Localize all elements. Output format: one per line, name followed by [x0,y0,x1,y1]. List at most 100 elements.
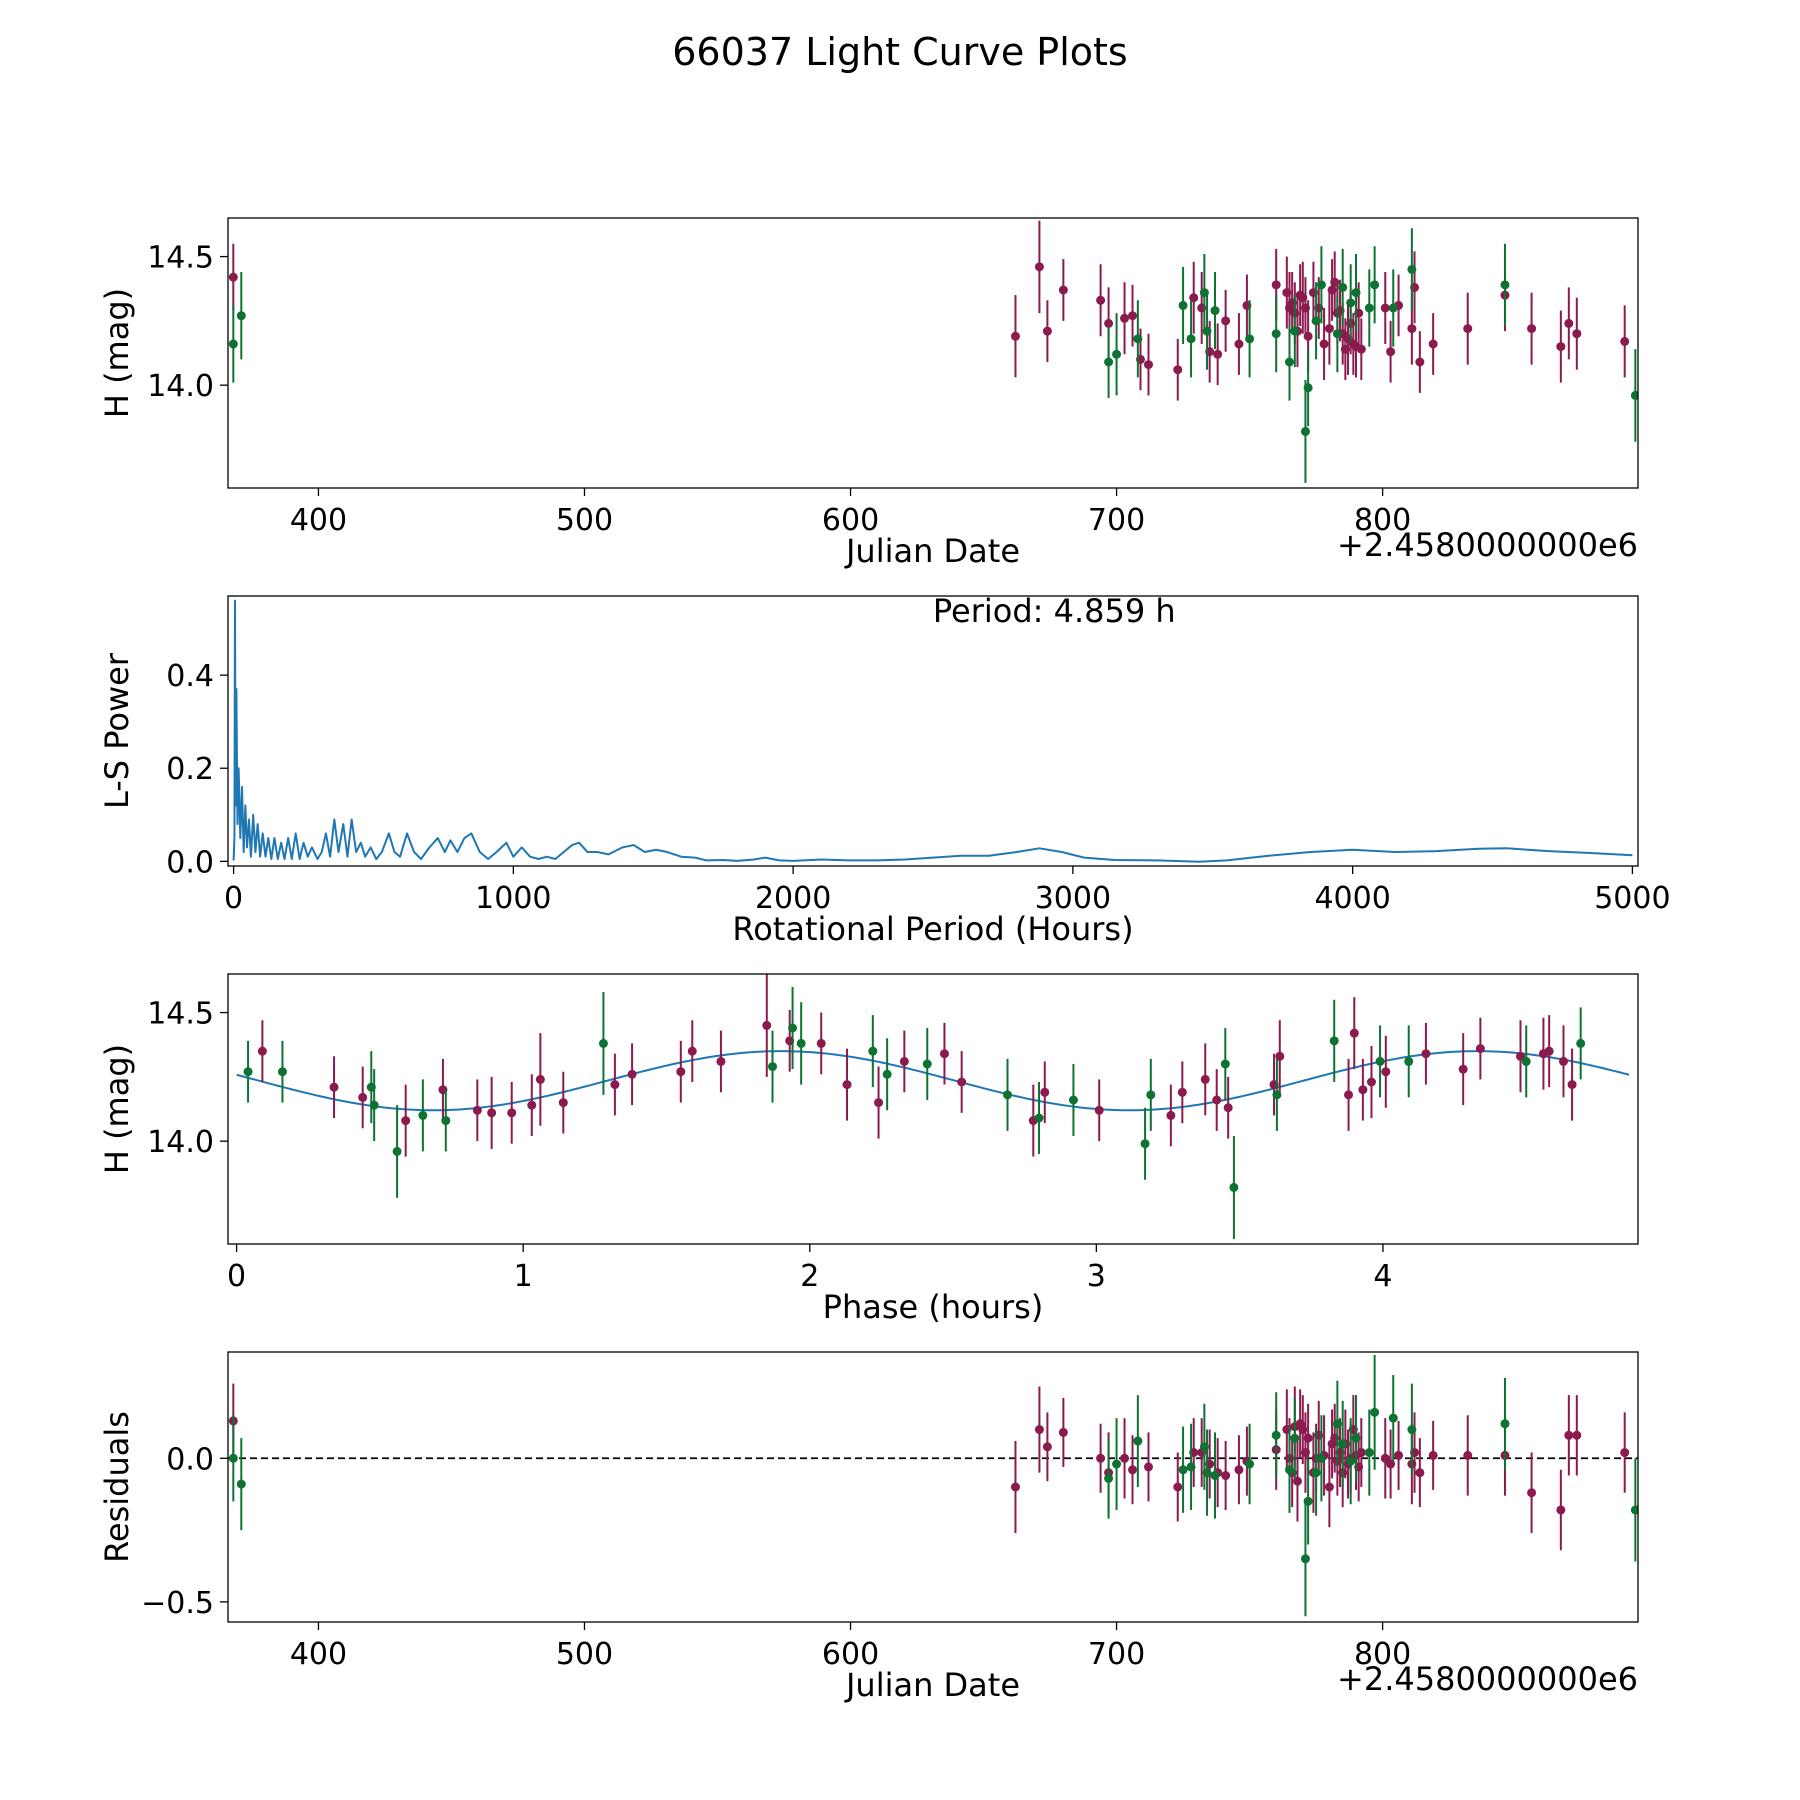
axes-frame [227,973,1639,1245]
data-point-g [1630,1505,1638,1515]
data-point-g [922,1059,932,1069]
data-point-g [1290,1433,1300,1443]
lightcurve-panel: 400 500 600 700 800 14.0 14.5 Julian Date H (mag… [98,217,1639,570]
x-tick-label: 2 [800,1259,819,1294]
data-point-r [1096,295,1106,305]
data-point-r [1223,1103,1233,1113]
data-point-r [1058,285,1068,295]
data-point-r [1034,1425,1044,1435]
x-tick-label: 400 [290,1637,347,1672]
data-point-g [1338,1439,1348,1449]
residuals-panel: 400 500 600 700 800 −0.5 0.0 Julian Date Residua… [98,1351,1639,1704]
data-point-g [1364,1448,1374,1458]
data-point-r [1366,1077,1376,1087]
data-point-r [1567,1080,1577,1090]
data-point-r [1394,1450,1404,1460]
data-point-r [1358,1085,1368,1095]
axes-frame [227,1351,1639,1623]
data-point-g [768,1062,778,1072]
data-point-r [842,1080,852,1090]
data-point-r [1572,1430,1582,1440]
data-point-r [1428,1450,1438,1460]
data-point-g [1332,1419,1342,1429]
data-point-r [1516,1051,1525,1061]
data-point-r [1356,1448,1366,1458]
x-tick-label: 1000 [475,881,551,916]
data-point-r [1564,1430,1574,1440]
data-point-g [1229,1182,1239,1192]
data-point-r [1221,316,1231,326]
data-point-g [1133,1436,1143,1446]
model-fit-curve [236,1050,1630,1112]
data-point-g [1068,1095,1078,1105]
x-axis-label: Julian Date [844,532,1020,570]
y-tick-label: 14.0 [147,1125,214,1160]
data-point-g [1329,1036,1339,1046]
data-point-r [1572,329,1582,339]
data-point-r [610,1080,620,1090]
data-point-r [1042,1442,1052,1452]
data-point-r [899,1056,909,1066]
data-point-r [1475,1044,1485,1054]
data-point-g [1290,326,1300,336]
data-point-r [1620,1448,1630,1458]
data-point-r [535,1074,545,1084]
data-point-g [1500,280,1510,290]
data-point-g [1271,1430,1281,1440]
data-point-r [1349,1028,1359,1038]
data-point-g [1112,1459,1122,1469]
data-point-g [1104,1473,1114,1483]
data-point-g [1332,329,1342,339]
x-tick-label: 4 [1373,1259,1392,1294]
data-point-g [1521,1056,1531,1066]
data-point-g [1104,357,1114,367]
data-point-r [1415,1468,1425,1478]
x-tick-label: 2000 [755,881,831,916]
data-point-r [487,1108,497,1118]
data-point-r [1173,1482,1183,1492]
data-point-r [1275,1051,1285,1061]
data-point-g [1186,1462,1196,1472]
data-point-g [1630,390,1638,400]
data-point-g [228,339,238,349]
x-axis-offset-label: +2.4580000000e6 [1337,1660,1638,1698]
data-point-g [1112,349,1122,359]
data-point-g [1404,1056,1414,1066]
x-axis-label: Rotational Period (Hours) [732,910,1133,948]
data-point-g [1338,282,1348,292]
data-point-r [1415,357,1425,367]
data-point-r [1010,1482,1020,1492]
data-point-r [1620,336,1630,346]
data-point-r [1221,1471,1231,1481]
data-point-r [1458,1064,1468,1074]
x-tick-label: 5000 [1594,881,1670,916]
data-point-g [1388,303,1398,313]
data-point-r [401,1116,411,1126]
data-point-g [1500,1419,1510,1429]
x-tick-label: 600 [822,503,879,538]
x-tick-label: 3 [1087,1259,1106,1294]
data-point-r [1189,293,1199,303]
data-point-g [1300,1554,1310,1564]
data-point-r [1463,1450,1473,1460]
data-point-g [1316,280,1326,290]
data-point-g [1202,326,1212,336]
data-point-g [1210,1471,1220,1481]
data-point-g [1272,1090,1282,1100]
data-point-r [1428,339,1438,349]
x-axis-label: Julian Date [844,1666,1020,1704]
figure-title: 66037 Light Curve Plots [672,30,1127,74]
data-point-r [228,272,238,282]
data-point-r [1303,331,1313,341]
data-point-r [687,1046,697,1056]
data-point-g [1245,334,1255,344]
data-point-g [1375,1056,1385,1066]
data-point-r [1324,324,1334,334]
period-annotation: Period: 4.859 h [933,592,1176,630]
data-point-r [957,1077,967,1087]
data-point-r [1200,1074,1210,1084]
data-point-g [1284,357,1294,367]
plot-data-layer [232,599,1633,863]
y-axis-label: H (mag) [98,1044,136,1174]
